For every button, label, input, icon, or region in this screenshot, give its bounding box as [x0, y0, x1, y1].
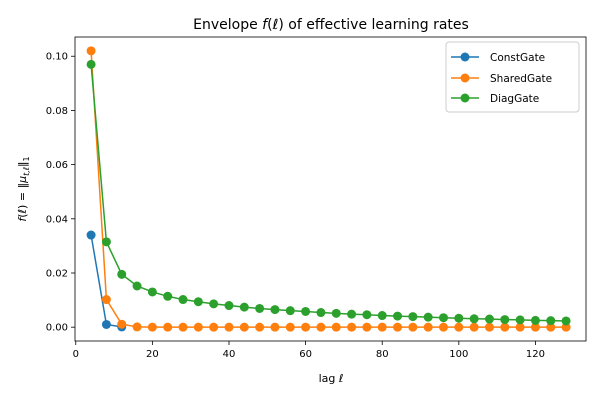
data-point-sharedgate	[469, 322, 479, 332]
data-point-diaggate	[515, 315, 525, 325]
data-point-diaggate	[224, 301, 234, 311]
data-point-diaggate	[117, 269, 127, 279]
x-tick-label: 80	[376, 349, 389, 360]
data-point-sharedgate	[301, 322, 311, 332]
y-tick-label: 0.00	[46, 323, 68, 334]
data-point-diaggate	[500, 315, 510, 325]
data-point-constgate	[86, 230, 96, 240]
data-point-diaggate	[285, 306, 295, 316]
data-point-sharedgate	[393, 322, 403, 332]
data-point-sharedgate	[255, 322, 265, 332]
data-point-diaggate	[147, 287, 157, 297]
data-point-diaggate	[316, 308, 326, 318]
legend-marker-sharedgate	[460, 73, 470, 83]
data-point-sharedgate	[530, 322, 540, 332]
data-point-diaggate	[239, 302, 249, 312]
data-point-diaggate	[362, 310, 372, 320]
data-point-diaggate	[86, 59, 96, 69]
data-point-diaggate	[393, 311, 403, 321]
data-point-sharedgate	[209, 322, 219, 332]
data-point-diaggate	[270, 305, 280, 315]
data-point-sharedgate	[362, 322, 372, 332]
data-point-diaggate	[530, 315, 540, 325]
legend-label-constgate: ConstGate	[490, 52, 545, 64]
data-point-diaggate	[178, 295, 188, 305]
plot-area: 0 20 40 60 80 100 120 0.00 0.02 0.04 0.06 0.08 0.10	[46, 36, 587, 360]
data-point-diaggate	[301, 306, 311, 316]
data-point-sharedgate	[347, 322, 357, 332]
series-layer	[86, 46, 571, 332]
x-tick-label: 0	[73, 349, 79, 360]
y-tick-label: 0.10	[46, 52, 68, 63]
legend-box	[445, 41, 580, 113]
data-point-sharedgate	[408, 322, 418, 332]
data-point-diaggate	[193, 297, 203, 307]
data-point-sharedgate	[193, 322, 203, 332]
data-point-sharedgate	[147, 322, 157, 332]
x-axis-label: lag ℓ	[319, 372, 344, 385]
x-tick-label: 40	[223, 349, 236, 360]
data-point-diaggate	[255, 303, 265, 313]
y-tick-label: 0.02	[46, 268, 68, 279]
data-point-diaggate	[439, 313, 448, 323]
y-tick-label: 0.04	[46, 214, 68, 225]
data-point-diaggate	[546, 316, 556, 326]
legend-entry-diaggate: DiagGate	[451, 93, 539, 105]
legend: ConstGate SharedGate DiagGate	[445, 41, 580, 113]
data-point-sharedgate	[561, 322, 571, 332]
data-point-sharedgate	[86, 46, 96, 56]
data-point-sharedgate	[515, 322, 525, 332]
data-point-diaggate	[132, 281, 142, 291]
data-point-sharedgate	[239, 322, 249, 332]
y-axis: 0.00 0.02 0.04 0.06 0.08 0.10	[46, 52, 75, 334]
legend-label-diaggate: DiagGate	[490, 93, 539, 105]
data-point-diaggate	[347, 309, 357, 319]
y-axis-label: f(ℓ) = ‖μt,ℓ‖1	[16, 156, 31, 221]
data-point-sharedgate	[117, 319, 127, 329]
x-axis: 0 20 40 60 80 100 120	[73, 341, 545, 360]
axes-frame	[74, 36, 587, 342]
data-point-sharedgate	[484, 322, 494, 332]
data-point-diaggate	[454, 313, 464, 323]
y-tick-label: 0.06	[46, 160, 68, 171]
data-point-diaggate	[484, 314, 494, 324]
data-point-sharedgate	[423, 322, 433, 332]
x-tick-label: 20	[146, 349, 159, 360]
x-tick-label: 120	[526, 349, 545, 360]
data-point-sharedgate	[500, 322, 510, 332]
legend-entry-constgate: ConstGate	[451, 52, 545, 64]
data-point-diaggate	[377, 311, 387, 321]
x-tick-label: 60	[299, 349, 312, 360]
data-point-sharedgate	[439, 322, 448, 332]
legend-entry-sharedgate: SharedGate	[451, 73, 552, 85]
data-point-sharedgate	[163, 322, 173, 332]
data-point-sharedgate	[454, 322, 464, 332]
data-point-sharedgate	[224, 322, 234, 332]
data-point-sharedgate	[285, 322, 295, 332]
data-point-sharedgate	[546, 322, 556, 332]
data-point-sharedgate	[132, 322, 142, 332]
data-point-sharedgate	[316, 322, 326, 332]
data-point-diaggate	[408, 312, 418, 322]
legend-label-sharedgate: SharedGate	[490, 73, 552, 85]
data-point-diaggate	[469, 314, 479, 324]
legend-marker-constgate	[460, 52, 470, 62]
data-point-diaggate	[331, 308, 341, 318]
data-point-diaggate	[101, 237, 111, 247]
data-point-sharedgate	[270, 322, 280, 332]
data-point-sharedgate	[101, 295, 111, 305]
legend-marker-diaggate	[460, 93, 470, 103]
data-point-sharedgate	[331, 322, 341, 332]
chart-title: Envelope f(ℓ) of effective learning rate…	[193, 17, 469, 33]
data-point-sharedgate	[377, 322, 387, 332]
data-point-diaggate	[423, 312, 433, 322]
data-point-diaggate	[163, 291, 173, 301]
data-point-sharedgate	[178, 322, 188, 332]
data-point-constgate	[101, 319, 111, 329]
y-tick-label: 0.08	[46, 106, 68, 117]
x-tick-label: 100	[449, 349, 468, 360]
data-point-diaggate	[209, 299, 219, 309]
data-point-diaggate	[561, 316, 571, 326]
